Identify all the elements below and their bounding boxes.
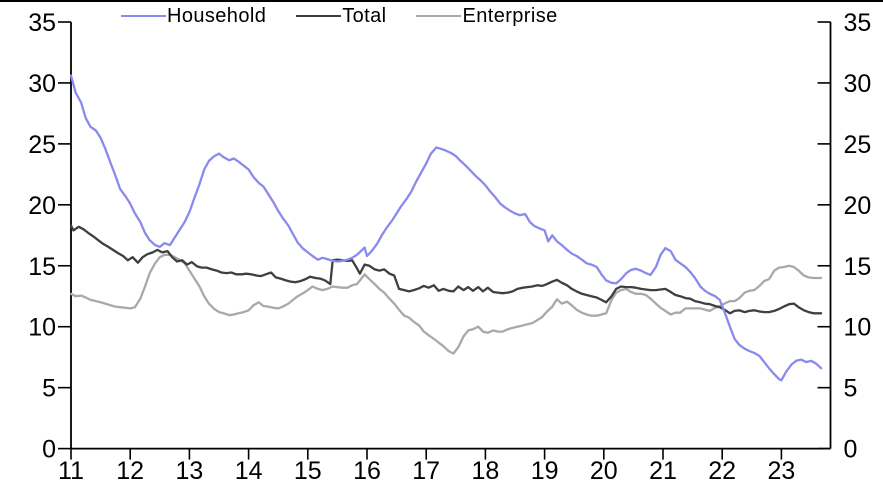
series-line-enterprise [69,253,823,355]
enterprise-line-sample-icon [416,14,462,18]
y-right-tick-label: 20 [844,192,872,220]
x-tick-label: 22 [708,457,736,485]
legend-label-total: Total [342,5,387,27]
y-left-tick-label: 5 [42,375,56,403]
series-line-total [69,224,823,315]
x-tick-label: 13 [175,457,203,485]
y-right-tick-label: 10 [844,314,872,342]
series-lines [69,74,823,382]
axis-labels: 11 12 13 14 15 16 17 18 19 20 21 22 23 0 5 10 15 20 25 30 35… [28,9,871,485]
y-left-tick-label: 25 [28,131,56,159]
series-line-household [69,74,823,382]
y-right-tick-label: 5 [844,375,858,403]
y-left-tick-label: 30 [28,70,56,98]
page-top-border [0,0,883,2]
y-left-tick-label: 15 [28,253,56,281]
x-tick-label: 14 [235,457,263,485]
chart-legend: Household Total Enterprise [121,6,558,26]
x-tick-label: 20 [590,457,618,485]
y-right-tick-label: 30 [844,70,872,98]
y-left-tick-label: 10 [28,314,56,342]
y-right-tick-label: 25 [844,131,872,159]
y-right-tick-label: 0 [844,436,858,464]
x-tick-label: 18 [471,457,499,485]
y-left-tick-label: 35 [28,9,56,37]
y-left-tick-label: 20 [28,192,56,220]
x-tick-label: 16 [353,457,381,485]
y-right-tick-label: 15 [844,253,872,281]
x-tick-label: 11 [58,457,84,485]
total-line-sample-icon [296,14,342,18]
legend-item-enterprise: Enterprise [416,6,557,26]
x-tick-label: 23 [767,457,795,485]
legend-item-household: Household [121,6,266,26]
x-tick-label: 21 [649,457,677,485]
legend-label-household: Household [167,5,267,27]
y-right-tick-label: 35 [844,9,872,37]
x-tick-label: 12 [116,457,144,485]
x-tick-label: 17 [412,457,440,485]
x-tick-label: 19 [531,457,559,485]
axes [58,21,832,460]
legend-label-enterprise: Enterprise [462,5,558,27]
household-line-sample-icon [121,14,166,18]
x-tick-label: 15 [294,457,322,485]
y-left-tick-label: 0 [42,436,56,464]
legend-item-total: Total [296,6,386,26]
